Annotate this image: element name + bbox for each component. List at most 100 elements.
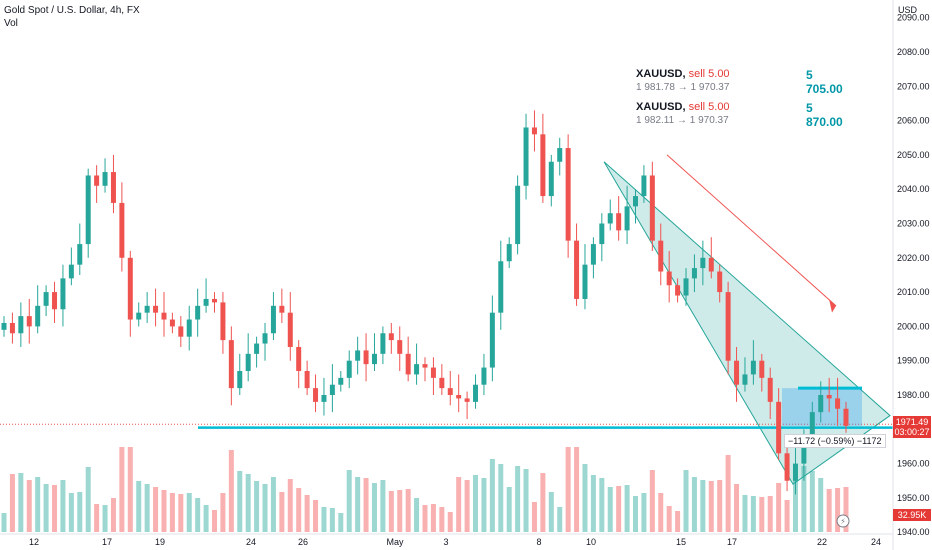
volume-bar <box>279 492 285 532</box>
candle-body <box>447 388 453 395</box>
volume-bar <box>666 506 672 532</box>
volume-bar <box>540 473 546 532</box>
volume-bar <box>186 493 192 532</box>
trade-symbol: XAUUSD, <box>636 101 686 113</box>
candle-body <box>826 395 832 399</box>
candle-body <box>835 398 841 409</box>
volume-bar <box>456 477 462 532</box>
candles <box>1 110 849 495</box>
volume-value-tag: 32.95K <box>893 509 931 521</box>
volume-bar <box>607 487 613 532</box>
trade-side: sell 5.00 <box>688 101 730 113</box>
candle-body <box>590 244 596 265</box>
candle-body <box>734 360 740 385</box>
candle-body <box>599 223 605 245</box>
candle-body <box>329 384 335 395</box>
candle-body <box>531 127 537 135</box>
trade-pl: 5 870.00 <box>806 101 843 129</box>
volume-bar <box>818 478 824 532</box>
volume-bar <box>683 470 689 532</box>
volume-bar <box>363 478 369 532</box>
volume-bar <box>110 498 116 532</box>
candle-body <box>843 408 849 426</box>
volume-bar <box>835 488 841 532</box>
price-axis[interactable]: 2090.00 2080.00 2070.00 2060.00 2050.00 2040.… <box>897 13 930 538</box>
trade-entry-2[interactable]: XAUUSD, sell 5.00 1 982.11 → 1 970.37 5 … <box>636 101 843 129</box>
candle-body <box>548 161 554 197</box>
time-tick-label: 3 <box>443 537 448 547</box>
trade-pl: 5 705.00 <box>806 68 843 96</box>
volume-bar <box>161 490 167 532</box>
candle-body <box>321 395 327 402</box>
candle-body <box>649 175 655 241</box>
candle-body <box>683 278 689 296</box>
volume-bar <box>523 469 529 532</box>
volume-bar <box>270 477 276 532</box>
volume-bar <box>708 481 714 532</box>
volume-bar <box>43 484 49 532</box>
volume-bar <box>127 447 133 532</box>
volume-bar <box>60 480 66 532</box>
candle-body <box>371 353 377 365</box>
volume-bar <box>725 455 731 532</box>
trade-entry-1[interactable]: XAUUSD, sell 5.00 1 981.78 → 1 970.37 5 … <box>636 68 843 96</box>
volume-bar <box>203 505 209 532</box>
lightning-glyph: ⚡ <box>840 517 846 526</box>
volume-bar <box>506 487 512 532</box>
candle-body <box>1 322 7 330</box>
volume-bar <box>119 447 125 532</box>
trend-arrow[interactable] <box>666 154 837 307</box>
candle-body <box>725 292 731 361</box>
volume-bar <box>515 466 521 532</box>
volume-bar <box>254 481 260 532</box>
candle-body <box>363 350 369 365</box>
volume-bar <box>464 480 470 532</box>
volume-bar <box>717 480 723 532</box>
volume-bar <box>473 475 479 532</box>
candle-body <box>776 401 782 454</box>
trade-prices: 1 982.11 → 1 970.37 <box>636 115 729 126</box>
candle-body <box>574 240 580 299</box>
volume-bar <box>531 502 537 532</box>
volume-bar <box>430 504 436 532</box>
volume-bar <box>102 505 108 532</box>
volume-bar <box>178 494 184 532</box>
trade-symbol: XAUUSD, <box>636 68 686 80</box>
volume-bar <box>329 508 335 532</box>
volume-bar <box>85 467 91 532</box>
candle-body <box>313 388 319 402</box>
trade-prices: 1 981.78 → 1 970.37 <box>636 82 730 93</box>
time-tick-label: 17 <box>727 537 737 547</box>
volume-bar <box>599 478 605 532</box>
candle-body <box>85 175 91 245</box>
candle-body <box>666 271 672 286</box>
volume-bar <box>700 480 706 532</box>
price-tick-label: 2050.00 <box>897 150 930 160</box>
candle-body <box>136 312 142 320</box>
lightning-icon[interactable] <box>836 514 850 528</box>
volume-bar <box>422 505 428 532</box>
time-axis[interactable]: 12 17 19 24 26 May 3 8 10 15 17 22 24 <box>29 537 881 547</box>
volume-bar <box>245 474 251 532</box>
volume-bar <box>195 498 201 532</box>
candle-body <box>35 305 41 327</box>
trend-arrow-head <box>829 298 836 313</box>
volume-bar <box>52 485 58 532</box>
volume-bar <box>68 493 74 532</box>
trade-side: sell 5.00 <box>688 68 730 80</box>
candle-body <box>186 319 192 337</box>
volume-bar <box>734 484 740 532</box>
volume-bar <box>750 496 756 532</box>
volume-bar <box>691 477 697 532</box>
volume-bar <box>77 492 83 532</box>
candle-body <box>750 360 756 375</box>
volume-bar <box>742 495 748 532</box>
candle-body <box>212 298 217 303</box>
price-tick-label: 1940.00 <box>897 527 930 537</box>
volume-bar <box>26 480 32 532</box>
candle-body <box>304 370 310 389</box>
candle-body <box>464 398 470 402</box>
price-tick-label: 1950.00 <box>897 493 930 503</box>
candle-body <box>624 206 630 231</box>
